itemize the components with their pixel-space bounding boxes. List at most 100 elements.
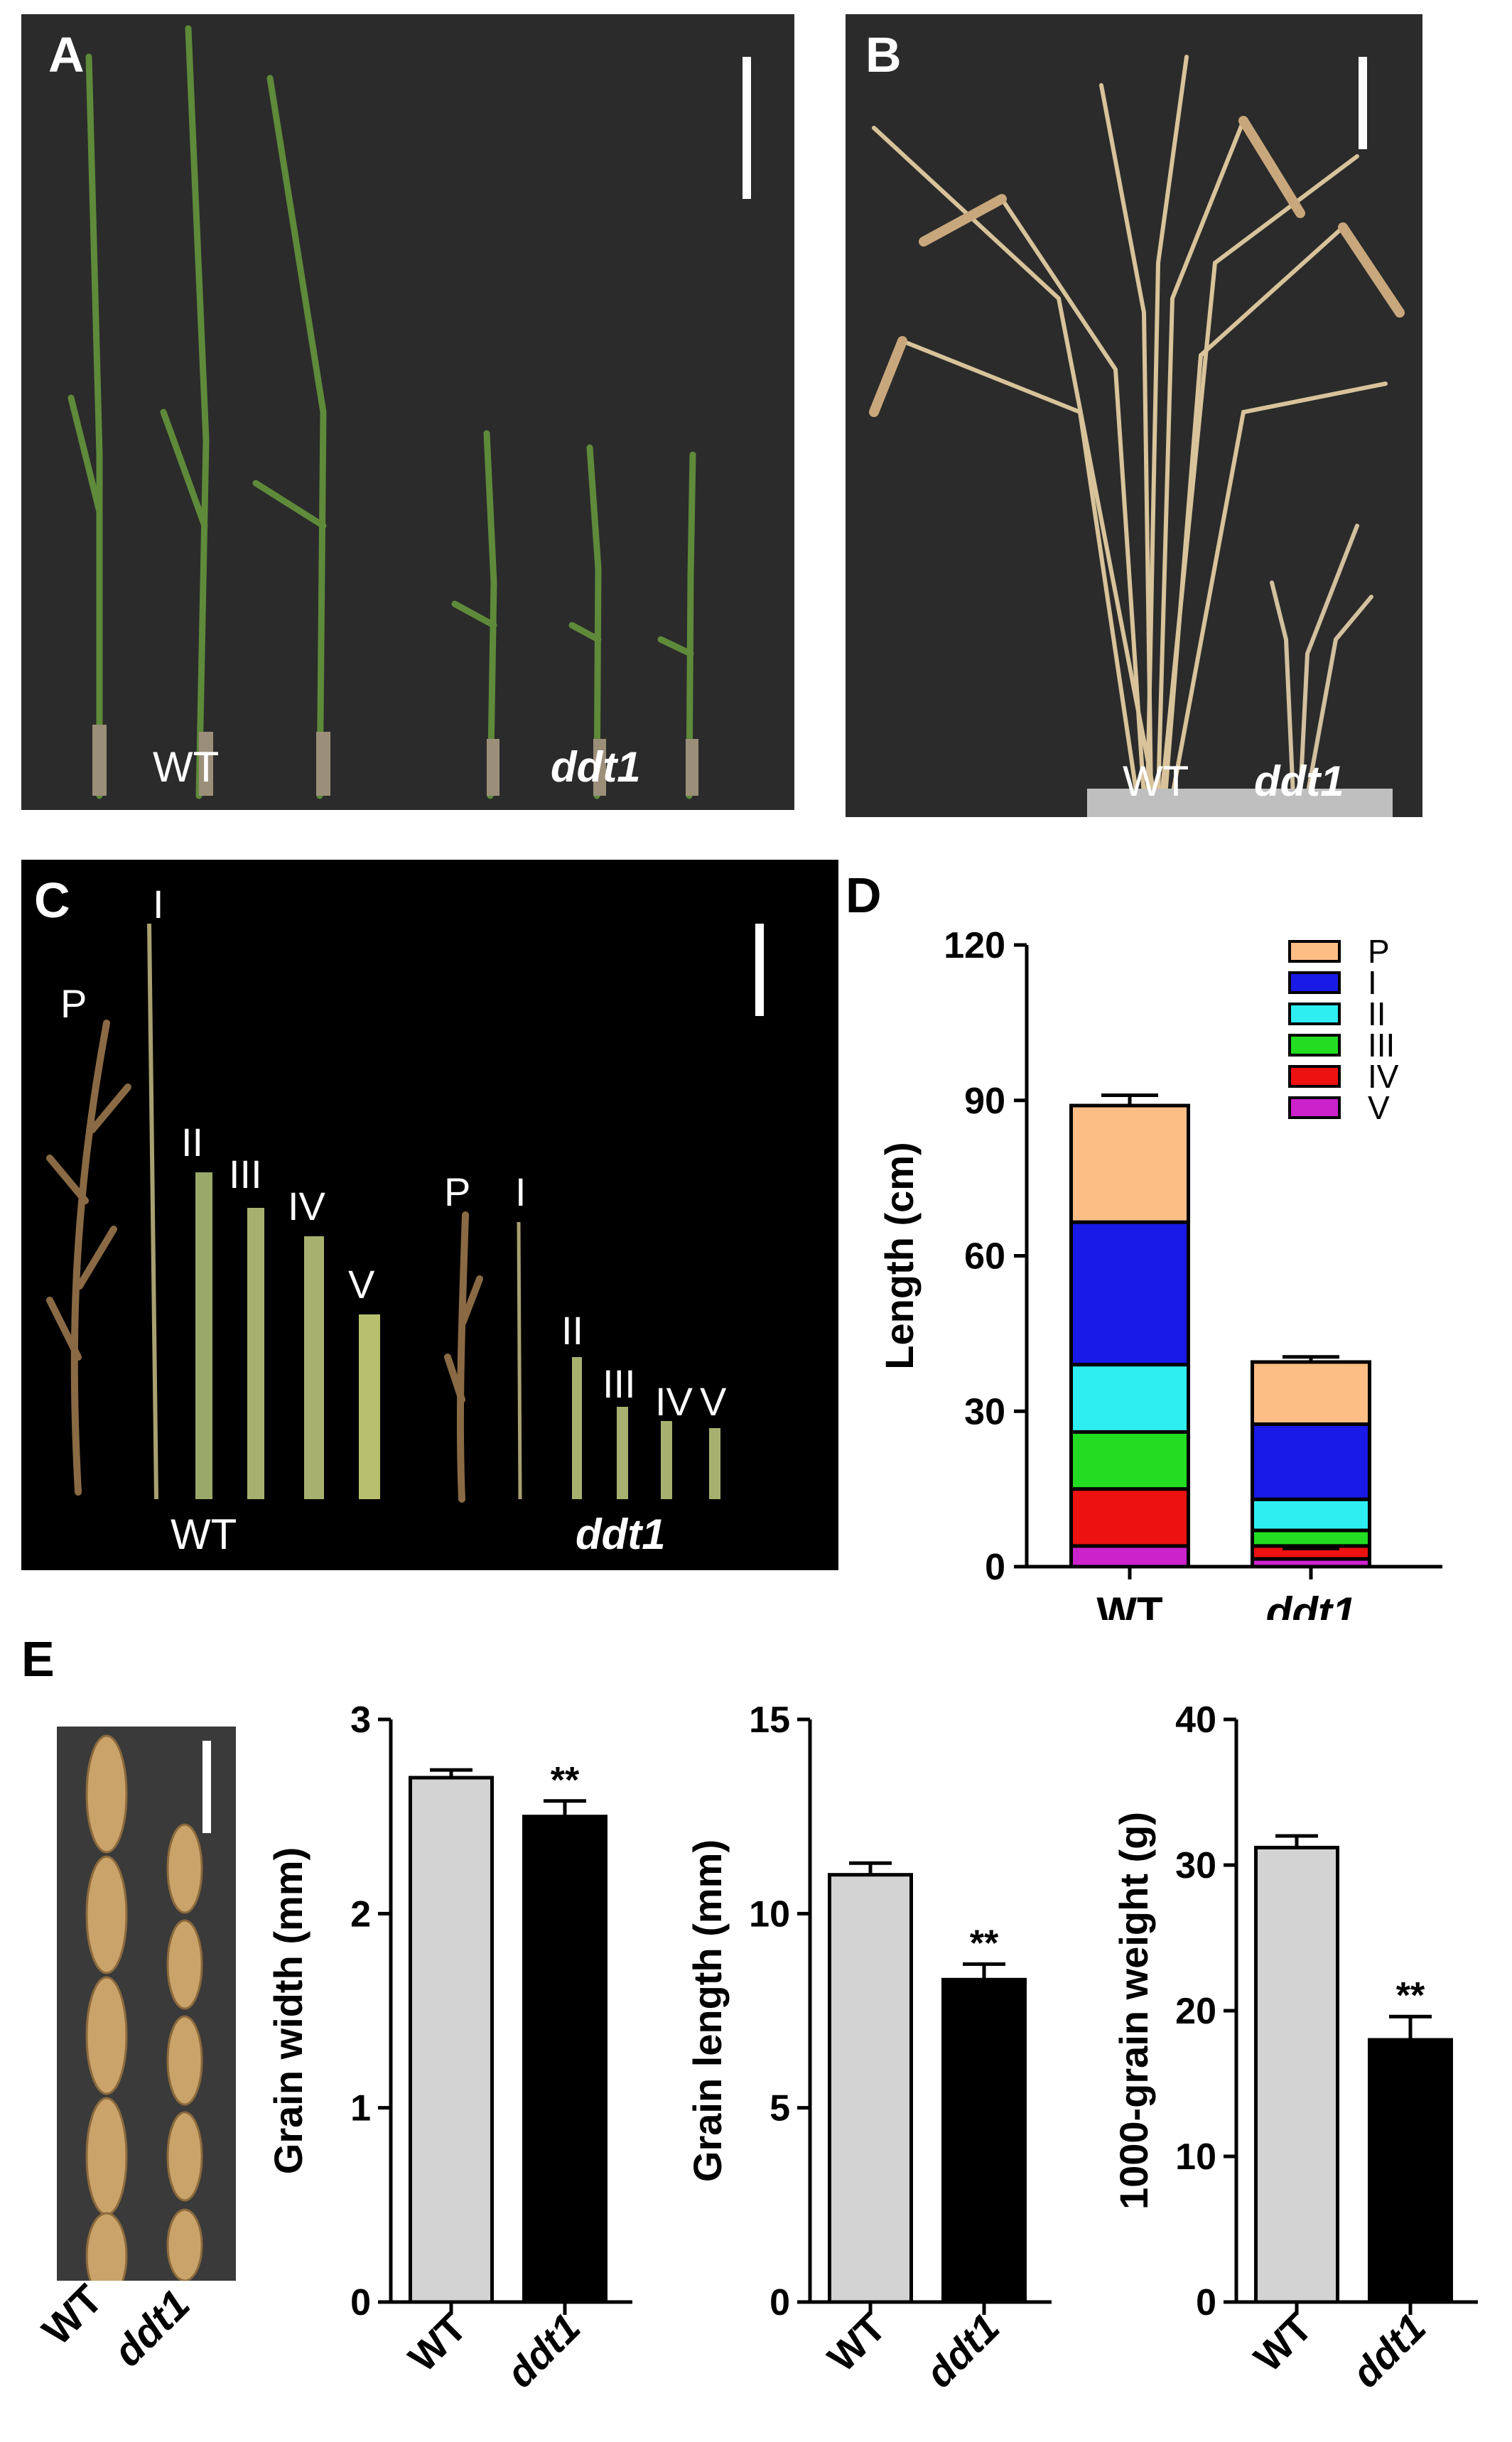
y-tick-label: 15	[749, 1700, 790, 1741]
y-tick-label: 90	[964, 1081, 1005, 1122]
scale-bar	[202, 1741, 211, 1833]
x-tick-label-ddt1: ddt1	[1343, 2305, 1434, 2396]
panel-c-mutant-part-ii: II	[561, 1308, 584, 1353]
legend-swatch-IV	[1288, 1065, 1341, 1088]
x-tick-label-ddt1: ddt1	[917, 2305, 1008, 2396]
x-tick-label-WT: WT	[1245, 2305, 1320, 2380]
x-tick-label-WT: WT	[1096, 1589, 1162, 1620]
significance-marker: **	[970, 1923, 999, 1964]
panel-e-wt-label: WT	[33, 2276, 112, 2355]
significance-marker: **	[1396, 1975, 1425, 2016]
y-tick-label: 1	[350, 2088, 371, 2129]
panel-b-wt-label: WT	[1123, 757, 1189, 805]
y-tick-label: 10	[749, 1893, 790, 1935]
panel-c-wt-part-v: V	[348, 1262, 375, 1307]
bar-ddt1	[1368, 2038, 1453, 2304]
y-tick-label: 2	[350, 1893, 371, 1935]
panel-d-letter: D	[846, 868, 882, 923]
panel-e-grain-length-chart: Grain length (mm) 0 5 10 15 WT ** ddt1	[685, 1700, 1052, 2396]
y-tick-label: 5	[770, 2088, 790, 2129]
y-tick-label: 30	[1175, 1845, 1216, 1886]
bar-WT-P	[1069, 1103, 1190, 1224]
legend-label-II: II	[1368, 995, 1386, 1032]
bar-WT-V	[1069, 1544, 1190, 1569]
y-tick-label: 0	[985, 1547, 1005, 1588]
x-tick-label-WT: WT	[399, 2305, 475, 2380]
panel-c-mutant-part-v: V	[700, 1379, 727, 1424]
panel-c-letter: C	[34, 872, 70, 928]
scale-bar	[1359, 57, 1367, 149]
y-tick-label: 10	[1175, 2136, 1216, 2178]
scale-bar	[755, 924, 764, 1016]
panel-c-organs-illustration	[46, 923, 764, 1503]
bar-WT	[828, 1873, 913, 2304]
bar-ddt1-I	[1251, 1422, 1371, 1501]
legend-label-I: I	[1368, 964, 1377, 1001]
panel-c-wt-part-p: P	[60, 981, 87, 1026]
scale-bar	[742, 57, 751, 199]
y-tick-label: 120	[944, 925, 1005, 966]
panel-c-mutant-part-i: I	[515, 1169, 526, 1214]
bar-WT-III	[1069, 1430, 1190, 1491]
y-tick-label: 40	[1175, 1700, 1216, 1741]
bar-WT-IV	[1069, 1487, 1190, 1548]
y-tick-label: 0	[1196, 2282, 1216, 2323]
y-axis-label: Grain length (mm)	[685, 1839, 730, 2182]
legend-swatch-P	[1288, 940, 1341, 963]
panel-c-photo	[21, 860, 838, 1570]
y-axis-label: 1000-grain weight (g)	[1111, 1812, 1156, 2210]
panel-c-mutant-part-p: P	[444, 1169, 471, 1214]
legend-swatch-V	[1288, 1096, 1341, 1119]
panel-e-grain-width-chart: Grain width (mm) 0 1 2 3 WT ** ddt1	[266, 1700, 632, 2396]
legend-label-P: P	[1368, 933, 1390, 970]
bar-ddt1-II	[1251, 1497, 1371, 1533]
panel-c-wt-part-i: I	[153, 882, 164, 926]
bar-WT-II	[1069, 1363, 1190, 1434]
panel-a-letter: A	[48, 27, 85, 82]
bar-ddt1-P	[1251, 1360, 1371, 1426]
legend-swatch-I	[1288, 971, 1341, 994]
panel-b-mutant-label: ddt1	[1254, 757, 1344, 805]
panel-e-grains-illustration	[85, 1734, 211, 2281]
panel-c-mutant-part-iii: III	[603, 1361, 636, 1406]
panel-a-mutant-label: ddt1	[551, 743, 641, 791]
bar-WT	[409, 1776, 494, 2304]
bar-ddt1-III	[1251, 1528, 1371, 1548]
y-axis-label: Length (cm)	[877, 1142, 922, 1369]
panel-c-mutant-label: ddt1	[576, 1511, 666, 1558]
legend-swatch-III	[1288, 1034, 1341, 1057]
y-tick-label: 0	[350, 2282, 371, 2323]
x-tick-label-ddt1: ddt1	[497, 2305, 588, 2396]
legend-swatch-II	[1288, 1003, 1341, 1025]
bar-ddt1	[522, 1815, 608, 2304]
panel-a-wt-label: WT	[153, 743, 220, 791]
y-tick-label: 30	[964, 1391, 1005, 1432]
panel-e-grain-weight-chart: 1000-grain weight (g) 0 10 20 30 40 WT ** ddt1	[1111, 1700, 1478, 2396]
y-tick-label: 20	[1175, 1991, 1216, 2032]
bar-ddt1	[941, 1977, 1027, 2304]
panel-e-grain-photo	[57, 1727, 236, 2281]
panel-a-plants-illustration	[68, 25, 751, 799]
y-tick-label: 0	[770, 2282, 790, 2323]
legend-label-III: III	[1368, 1027, 1395, 1064]
legend-label-IV: IV	[1368, 1058, 1399, 1095]
panel-b-photo	[846, 14, 1422, 817]
panel-c-wt-part-iii: III	[229, 1152, 262, 1196]
panel-c-wt-part-iv: IV	[288, 1184, 325, 1228]
x-tick-label-ddt1: ddt1	[1266, 1589, 1356, 1620]
panel-e-mutant-label: ddt1	[104, 2281, 199, 2376]
panel-a-photo	[21, 14, 794, 810]
legend-label-V: V	[1368, 1089, 1390, 1126]
panel-e-letter: E	[21, 1631, 55, 1687]
y-tick-label: 3	[350, 1700, 371, 1741]
panel-b-plants-illustration	[869, 55, 1405, 817]
panel-b-letter: B	[865, 27, 902, 82]
bar-WT	[1254, 1845, 1339, 2304]
y-tick-label: 60	[964, 1236, 1005, 1277]
x-tick-label-WT: WT	[819, 2305, 894, 2380]
significance-marker: **	[551, 1760, 580, 1801]
panel-c-mutant-part-iv: IV	[655, 1379, 693, 1424]
panel-c-wt-label: WT	[171, 1511, 237, 1558]
bar-WT-I	[1069, 1220, 1190, 1367]
